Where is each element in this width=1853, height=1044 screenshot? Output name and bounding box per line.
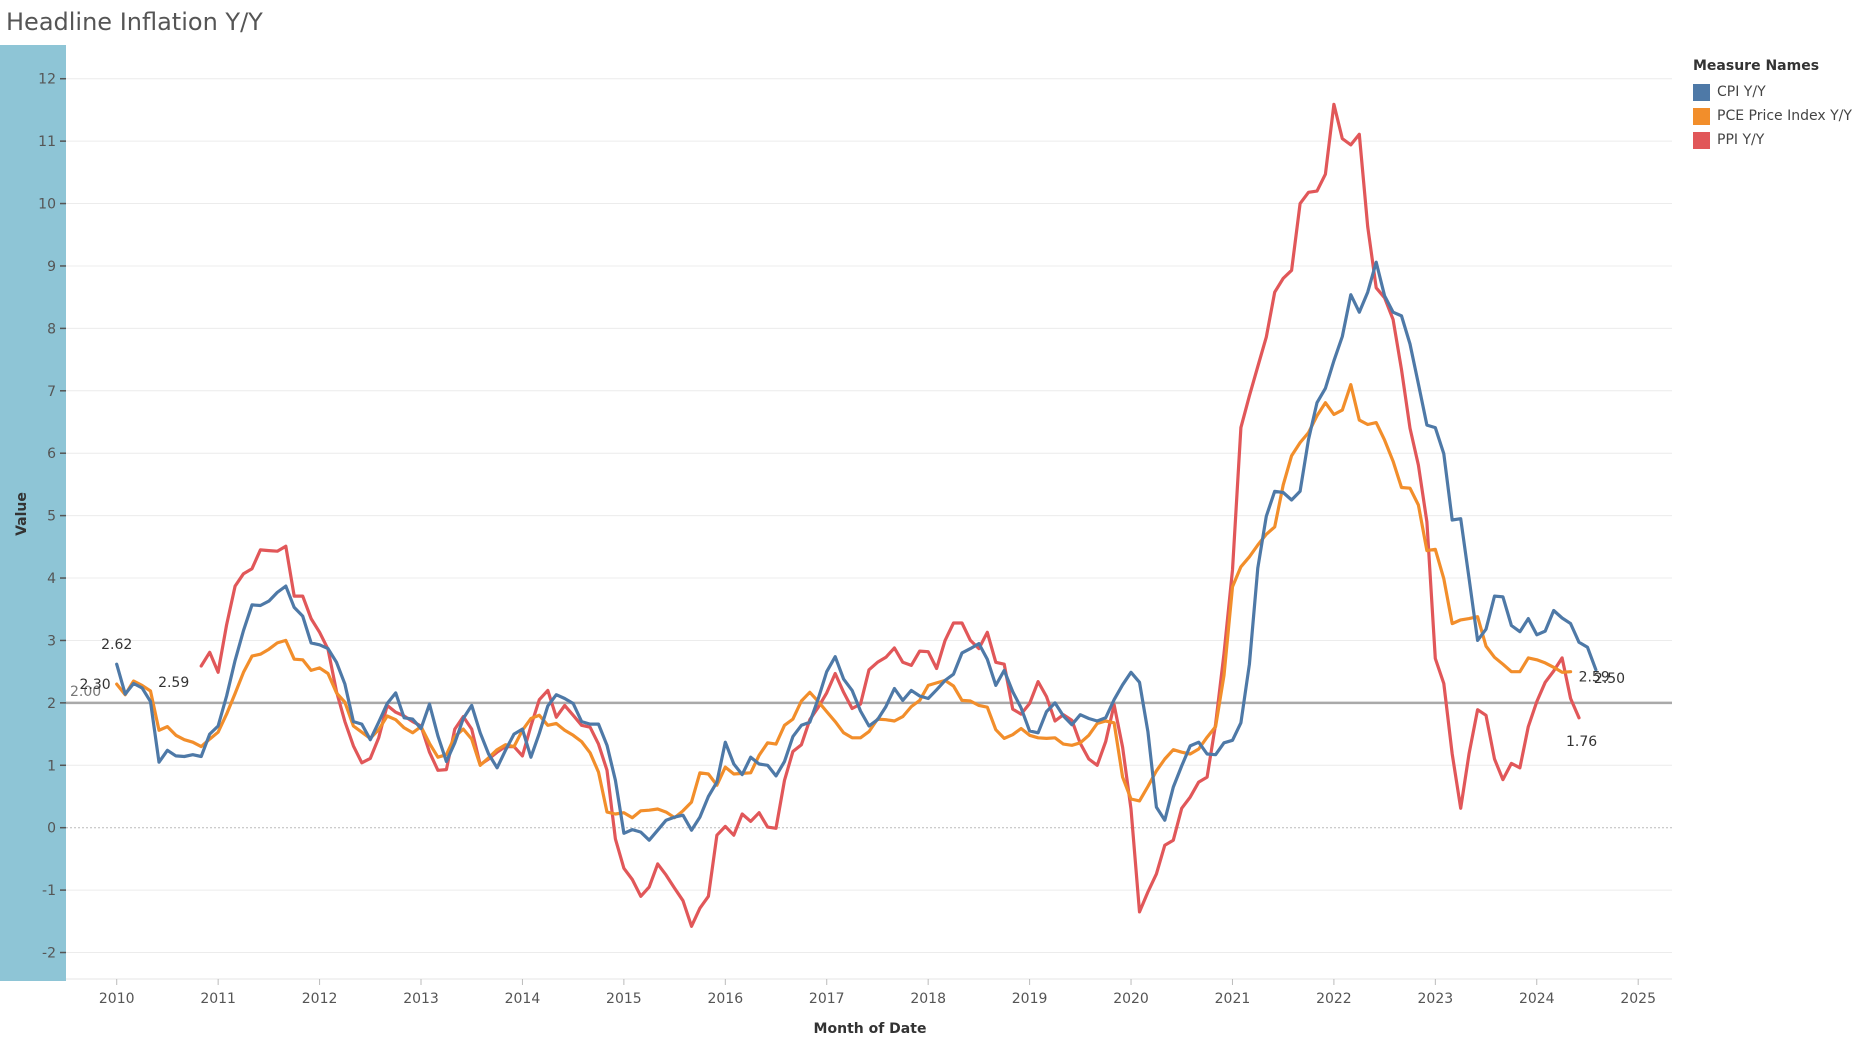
y-tick-label: 1 xyxy=(47,758,56,774)
x-tick-label: 2023 xyxy=(1418,991,1454,1007)
x-tick-label: 2024 xyxy=(1519,991,1555,1007)
legend-label-pce: PCE Price Index Y/Y xyxy=(1717,108,1852,124)
legend-title: Measure Names xyxy=(1693,58,1820,74)
gridlines xyxy=(66,78,1672,954)
chart-title: Headline Inflation Y/Y xyxy=(6,8,263,36)
y-tick-label: 7 xyxy=(47,384,56,400)
y-tick-label: 10 xyxy=(38,197,56,213)
legend-item-ppi[interactable]: PPI Y/Y xyxy=(1693,128,1852,152)
data-labels: 2.622.30 2.59 2.502.591.76 xyxy=(80,637,1626,750)
data-label-start: 2.30 xyxy=(80,677,111,693)
y-tick-label: 6 xyxy=(47,446,56,462)
x-tick-label: 2021 xyxy=(1215,991,1251,1007)
y-tick-label: 4 xyxy=(47,571,56,587)
y-tick-label: 5 xyxy=(47,509,56,525)
x-tick-label: 2018 xyxy=(910,991,946,1007)
x-tick-label: 2014 xyxy=(505,991,541,1007)
y-tick-label: -1 xyxy=(42,883,56,899)
y-tick-label: 12 xyxy=(38,72,56,88)
legend: Measure Names CPI Y/Y PCE Price Index Y/… xyxy=(1693,58,1852,152)
legend-label-cpi: CPI Y/Y xyxy=(1717,84,1766,100)
x-tick-label: 2020 xyxy=(1113,991,1149,1007)
reference-line-label: 2.00 xyxy=(70,684,101,700)
legend-swatch-pce xyxy=(1693,107,1710,125)
legend-swatch-cpi xyxy=(1693,83,1710,101)
x-tick-label: 2016 xyxy=(707,991,743,1007)
x-tick-label: 2025 xyxy=(1620,991,1656,1007)
data-label-end: 2.50 xyxy=(1594,671,1625,687)
y-tick-label: 0 xyxy=(47,821,56,837)
series-line-ppi-y-y xyxy=(199,102,1581,928)
data-label-end: 1.76 xyxy=(1566,734,1597,750)
x-tick-label: 2022 xyxy=(1316,991,1352,1007)
y-tick-label: 11 xyxy=(38,134,56,150)
legend-item-cpi[interactable]: CPI Y/Y xyxy=(1693,80,1852,104)
data-label-start: 2.62 xyxy=(101,637,132,653)
x-tick-label: 2015 xyxy=(606,991,642,1007)
series-line-pce-price-index-y-y xyxy=(115,383,1573,820)
legend-item-pce[interactable]: PCE Price Index Y/Y xyxy=(1693,104,1852,128)
x-axis-title: Month of Date xyxy=(814,1021,927,1037)
legend-swatch-ppi xyxy=(1693,131,1710,149)
series-line-cpi-y-y xyxy=(115,260,1598,842)
x-tick-label: 2011 xyxy=(200,991,236,1007)
y-tick-label: 9 xyxy=(47,259,56,275)
x-tick-label: 2010 xyxy=(99,991,135,1007)
y-axis-panel xyxy=(0,45,66,981)
reference-line: 2.00 xyxy=(66,684,1672,705)
y-tick-label: 8 xyxy=(47,321,56,337)
y-axis-title: Value xyxy=(14,492,30,536)
x-tick-label: 2019 xyxy=(1012,991,1048,1007)
y-tick-label: 3 xyxy=(47,633,56,649)
data-label-end: 2.59 xyxy=(1579,670,1610,686)
data-label-start: 2.59 xyxy=(158,675,189,691)
y-tick-label: -2 xyxy=(42,946,56,962)
x-tick-label: 2017 xyxy=(809,991,845,1007)
series-lines xyxy=(115,102,1598,928)
x-tick-label: 2012 xyxy=(302,991,338,1007)
legend-label-ppi: PPI Y/Y xyxy=(1717,132,1765,148)
y-tick-label: 2 xyxy=(47,696,56,712)
x-tick-label: 2013 xyxy=(403,991,439,1007)
x-axis-ticks: 2010 2011 2012 2013 2014 2015 2016 2017 2018 2019… xyxy=(66,978,1672,1007)
